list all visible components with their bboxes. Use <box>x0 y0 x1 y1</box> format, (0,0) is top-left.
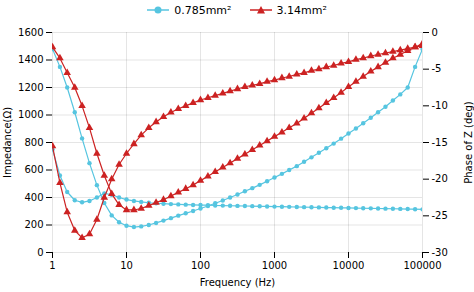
svg-text:200: 200 <box>24 219 43 230</box>
svg-text:10: 10 <box>120 260 133 271</box>
svg-text:800: 800 <box>24 137 43 148</box>
svg-text:-30: -30 <box>432 247 448 258</box>
svg-text:0: 0 <box>432 27 438 38</box>
svg-text:100000: 100000 <box>403 260 441 271</box>
svg-text:1600: 1600 <box>18 27 43 38</box>
svg-text:1: 1 <box>49 260 55 271</box>
svg-text:1200: 1200 <box>18 82 43 93</box>
html-text:3.14mm²: 3.14mm² <box>276 3 327 17</box>
svg-text:10000: 10000 <box>333 260 365 271</box>
svg-text:Frequency (Hz): Frequency (Hz) <box>200 277 276 288</box>
svg-text:-25: -25 <box>432 210 448 221</box>
svg-text:Phase of Z (deg): Phase of Z (deg) <box>463 101 474 184</box>
svg-text:Impedance(Ω): Impedance(Ω) <box>2 107 13 178</box>
svg-text:1000: 1000 <box>18 109 43 120</box>
svg-text:-20: -20 <box>432 173 448 184</box>
svg-text:600: 600 <box>24 164 43 175</box>
html-text:0.785mm²: 0.785mm² <box>174 3 232 17</box>
svg-text:-5: -5 <box>432 63 442 74</box>
svg-text:100: 100 <box>191 260 210 271</box>
svg-text:1000: 1000 <box>262 260 287 271</box>
svg-text:-15: -15 <box>432 137 448 148</box>
svg-text:0: 0 <box>37 247 43 258</box>
svg-text:400: 400 <box>24 192 43 203</box>
svg-text:1400: 1400 <box>18 54 43 65</box>
svg-text:-10: -10 <box>432 100 448 111</box>
